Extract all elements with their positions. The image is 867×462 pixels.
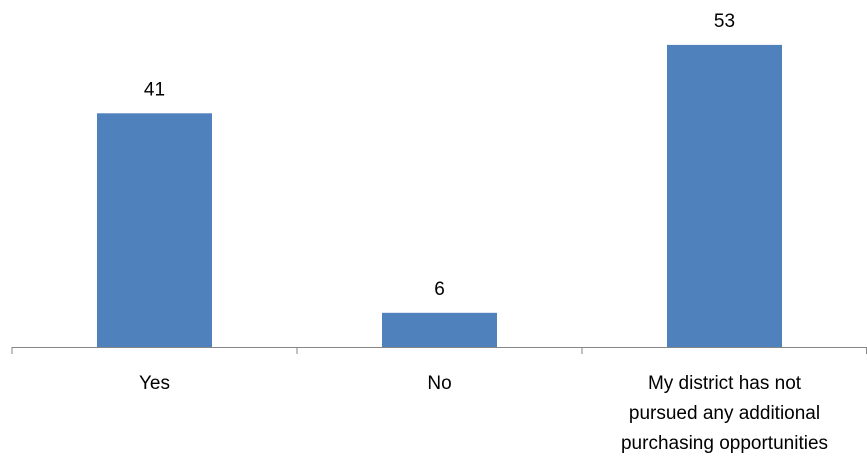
bars-group (97, 44, 782, 348)
bar-value-label: 41 (144, 79, 165, 100)
category-label: No (427, 373, 451, 394)
category-label-line: No (427, 373, 451, 394)
category-label-line: My district has not (648, 373, 802, 394)
value-labels-group: 41 6 53 (144, 11, 735, 300)
bar-value-label: 53 (714, 11, 735, 32)
category-labels-group: Yes No My district has not pursued any addi… (139, 373, 828, 454)
bar-value-label: 6 (434, 279, 445, 300)
bar (382, 312, 497, 347)
category-label-line: pursued any additional (629, 403, 820, 424)
category-label-line: purchasing opportunities (621, 433, 828, 454)
category-label: Yes (139, 373, 170, 394)
category-label-line: Yes (139, 373, 170, 394)
bar (97, 113, 212, 347)
category-label: My district has not pursued any additiona… (621, 373, 828, 454)
bar (667, 44, 782, 348)
x-axis-ticks (11, 347, 867, 354)
